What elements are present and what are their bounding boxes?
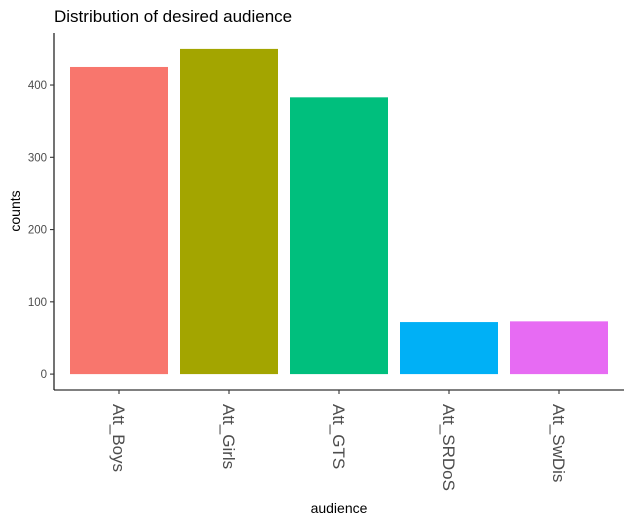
x-ticks-group: Att_Boys Att_Girls Att_GTS Att_SRDoS Att_SwD… — [109, 390, 568, 491]
bar-att-srdos — [400, 322, 498, 375]
x-tick-label-att-girls: Att_Girls — [219, 404, 238, 469]
chart-title: Distribution of desired audience — [54, 7, 292, 26]
bar-att-gts — [290, 97, 388, 375]
bar-att-girls — [180, 48, 278, 375]
bar-att-swdis — [510, 321, 608, 375]
bars-group — [70, 48, 608, 375]
y-axis-title: counts — [7, 190, 23, 231]
x-axis-title: audience — [311, 500, 368, 516]
y-tick-label: 0 — [41, 369, 47, 381]
x-tick-label-att-srdos: Att_SRDoS — [439, 404, 458, 491]
x-tick-label-att-boys: Att_Boys — [109, 404, 128, 472]
x-tick-label-att-gts: Att_GTS — [329, 404, 348, 469]
bar-att-boys — [70, 66, 168, 375]
x-tick-label-att-swdis: Att_SwDis — [549, 404, 568, 482]
y-tick-label: 300 — [28, 152, 47, 164]
y-tick-label: 400 — [28, 80, 47, 92]
y-tick-label: 100 — [28, 297, 47, 309]
y-tick-label: 200 — [28, 225, 47, 237]
y-ticks-group: 0 100 200 300 400 — [28, 80, 54, 381]
